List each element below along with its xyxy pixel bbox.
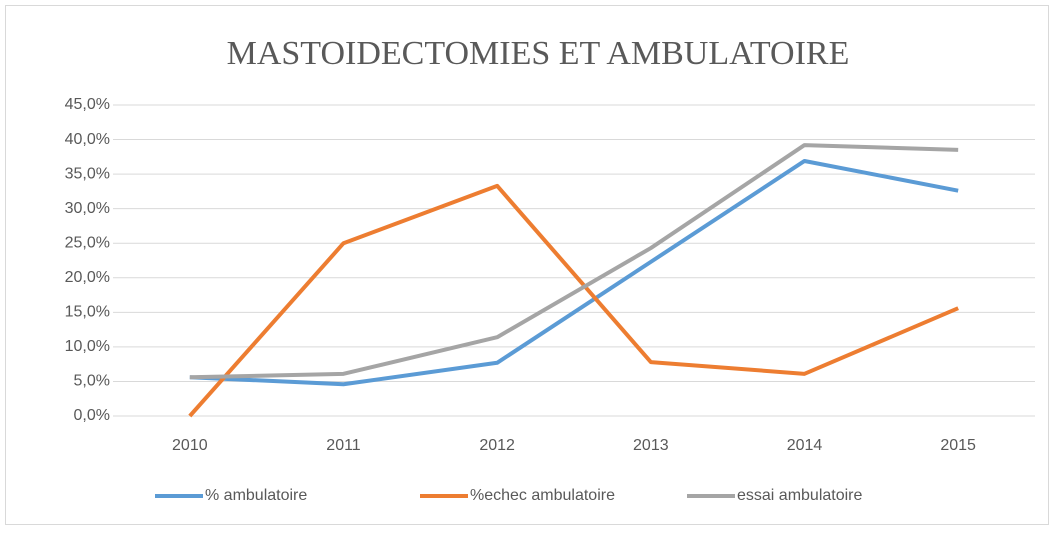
- y-tick-label: 30,0%: [65, 200, 110, 217]
- y-tick-label: 45,0%: [65, 96, 110, 113]
- y-tick-label: 20,0%: [65, 269, 110, 286]
- chart-frame: [5, 5, 1049, 525]
- y-tick-label: 5,0%: [74, 373, 110, 390]
- x-tick-label: 2015: [940, 437, 976, 454]
- legend-label: essai ambulatoire: [737, 487, 863, 504]
- legend-label: % ambulatoire: [205, 487, 307, 504]
- y-tick-label: 10,0%: [65, 338, 110, 355]
- legend-label: %echec ambulatoire: [470, 487, 615, 504]
- x-tick-label: 2010: [172, 437, 208, 454]
- x-tick-label: 2012: [479, 437, 515, 454]
- x-tick-label: 2014: [787, 437, 823, 454]
- series-line: [189, 143, 959, 380]
- y-tick-label: 40,0%: [65, 131, 110, 148]
- x-tick-label: 2013: [633, 437, 669, 454]
- x-tick-label: 2011: [326, 437, 361, 454]
- chart-title: MASTOIDECTOMIES ET AMBULATOIRE: [227, 35, 850, 72]
- y-tick-label: 25,0%: [65, 234, 110, 251]
- y-tick-label: 15,0%: [65, 304, 110, 321]
- series-line: [189, 158, 959, 387]
- y-tick-label: 0,0%: [74, 407, 110, 424]
- series-line: [188, 183, 959, 418]
- y-tick-label: 35,0%: [65, 165, 110, 182]
